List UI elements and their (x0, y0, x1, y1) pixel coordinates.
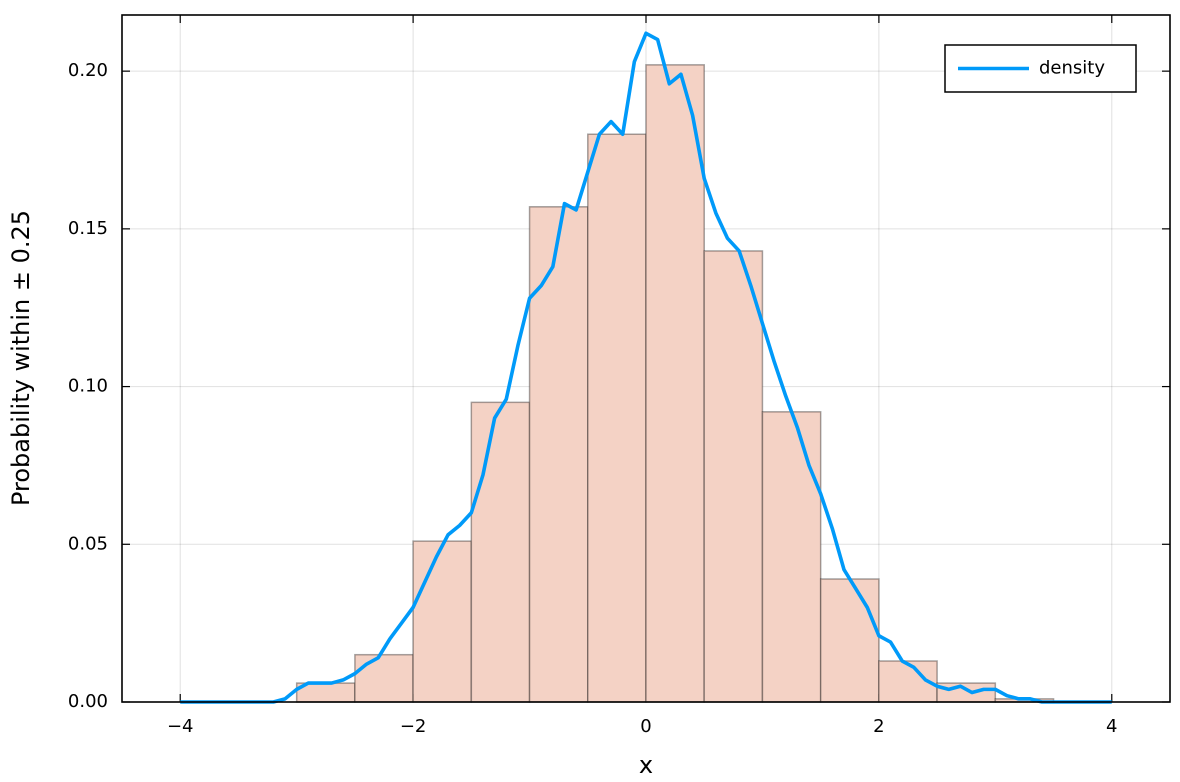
histogram-bar (761, 411, 822, 703)
x-tick-label: 4 (1106, 716, 1117, 737)
y-tick-label: 0.10 (68, 376, 108, 397)
y-tick-label: 0.00 (68, 691, 108, 712)
x-tick-label: −4 (167, 716, 194, 737)
plot-frame (121, 14, 1171, 703)
y-tick-label: 0.20 (68, 60, 108, 81)
histogram-bar (645, 64, 705, 703)
histogram-bar (354, 653, 414, 703)
histogram-bar (936, 682, 997, 703)
x-axis-label: x (639, 751, 653, 779)
x-tick-label: −2 (400, 716, 427, 737)
histogram-bar (819, 578, 880, 703)
y-tick-label: 0.15 (68, 218, 108, 239)
legend-label: density (1039, 58, 1105, 79)
density-line (180, 31, 1112, 704)
histogram-bar (412, 540, 473, 703)
histogram-bar (470, 401, 531, 703)
y-axis-label: Probability within ± 0.25 (7, 210, 35, 506)
x-tick-label: 0 (640, 716, 651, 737)
y-tick-label: 0.05 (68, 533, 108, 554)
histogram-bar (703, 250, 764, 703)
x-tick-label: 2 (873, 716, 884, 737)
histogram-bar (587, 133, 647, 703)
histogram-bar (528, 206, 589, 703)
